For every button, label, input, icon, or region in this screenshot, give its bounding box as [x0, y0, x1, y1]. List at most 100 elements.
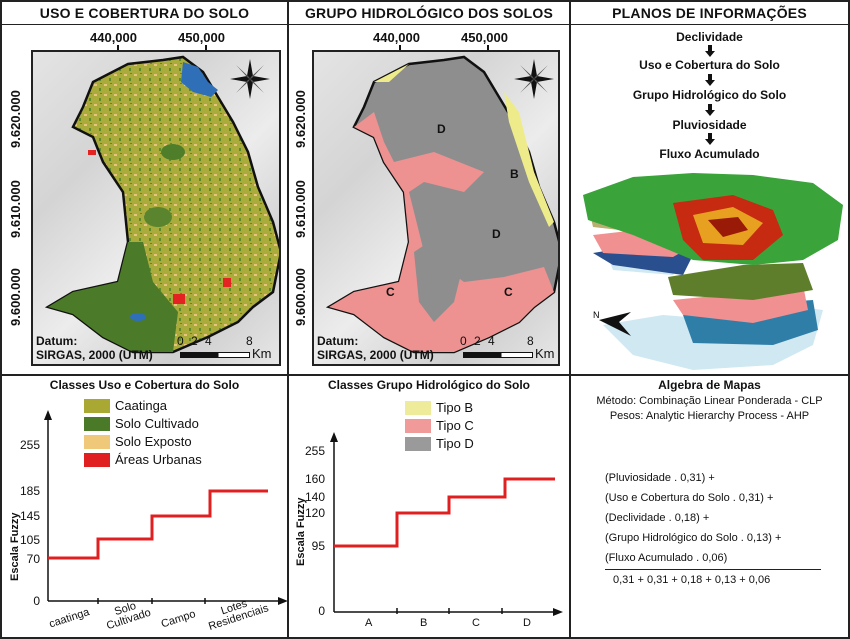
y-coord-label: 9.600.000: [8, 268, 23, 326]
compass-rose-icon: [230, 59, 270, 99]
x-tick: [117, 45, 119, 51]
x-coord-label: 450,000: [178, 30, 225, 45]
y-tick-label: 140: [304, 490, 325, 504]
x-tick-label: C: [472, 617, 480, 629]
x-tick-label: A: [365, 617, 373, 629]
formula-term: (Declividade . 0,18) +: [605, 512, 710, 524]
formula-denominator: 0,31 + 0,31 + 0,18 + 0,13 + 0,06: [613, 574, 771, 586]
legend-swatch: [84, 416, 110, 431]
y-coord-label: 9.610.000: [293, 180, 308, 238]
legend-swatch: [405, 418, 431, 433]
arrow-down-icon: [704, 133, 715, 145]
x-coord-label: 450,000: [461, 30, 508, 45]
x-tick-label: B: [420, 617, 428, 629]
legend-swatch: [405, 400, 431, 415]
y-tick-label: 255: [19, 438, 40, 452]
hydro-step-chart: [330, 432, 563, 616]
legend-swatch: [84, 434, 110, 449]
svg-text:N: N: [593, 310, 600, 320]
title-underline: [0, 24, 850, 25]
formula-term: (Fluxo Acumulado . 0,06): [605, 552, 728, 564]
flow-step-fluxo-acumulado: Fluxo Acumulado: [659, 147, 760, 161]
scale-number: 8: [527, 334, 534, 348]
y-tick-label: 0: [318, 604, 325, 618]
land-use-map: Datum: SIRGAS, 2000 (UTM) 0 2 4 8 Km: [31, 50, 281, 366]
x-tick: [487, 45, 489, 51]
datum-label: Datum:: [36, 334, 78, 348]
zone-label: D: [437, 122, 446, 136]
scale-bar: [463, 352, 533, 358]
arrow-down-icon: [704, 104, 715, 116]
legend-item-caatinga: Caatinga: [84, 398, 167, 413]
panel-title: PLANOS DE INFORMAÇÕES: [612, 5, 807, 21]
flow-step-pluviosidade: Pluviosidade: [672, 118, 747, 132]
panel-title: GRUPO HIDROLÓGICO DOS SOLOS: [304, 5, 554, 21]
arrow-down-icon: [704, 45, 715, 57]
hydro-basin-shape: [325, 55, 558, 354]
formula-term: (Grupo Hidrológico do Solo . 0,13) +: [605, 532, 782, 544]
weights-text: Pesos: Analytic Hierarchy Process - AHP: [609, 410, 810, 422]
legend-swatch: [84, 452, 110, 467]
zone-label: C: [504, 285, 513, 299]
zone-label: B: [510, 167, 519, 181]
algebra-title: Algebra de Mapas: [658, 378, 761, 392]
panel-title: USO E COBERTURA DO SOLO: [39, 5, 250, 21]
land-use-basin-shape: [44, 55, 279, 354]
datum-value: SIRGAS, 2000 (UTM): [317, 348, 434, 362]
arrow-down-icon: [704, 74, 715, 86]
zone-label: D: [492, 227, 501, 241]
fraction-bar: [605, 569, 821, 570]
info-layers-panel: PLANOS DE INFORMAÇÕES Declividade Uso e …: [571, 0, 848, 374]
hydro-map-panel: GRUPO HIDROLÓGICO DOS SOLOS 440,000 450,…: [289, 0, 569, 374]
formula-term: (Uso e Cobertura do Solo . 0,31) +: [605, 492, 774, 504]
divider-horizontal: [0, 374, 850, 376]
formula-term: (Pluviosidade . 0,31) +: [605, 472, 715, 484]
scale-number: 2: [474, 334, 481, 348]
scale-number: 8: [246, 334, 253, 348]
flow-step-uso-cobertura: Uso e Cobertura do Solo: [639, 58, 780, 72]
hydro-chart-panel: Classes Grupo Hidrológico do Solo Tipo B…: [289, 376, 569, 637]
legend-item-tipo-c: Tipo C: [405, 418, 474, 433]
y-tick-label: 95: [311, 539, 325, 553]
scale-number: 4: [205, 334, 212, 348]
x-coord-label: 440,000: [90, 30, 137, 45]
chart-title: Classes Uso e Cobertura do Solo: [49, 378, 240, 392]
north-arrow-icon: N: [593, 310, 631, 336]
legend-item-solo-exposto: Solo Exposto: [84, 434, 192, 449]
y-coord-label: 9.620.000: [293, 90, 308, 148]
scale-unit: Km: [252, 346, 272, 361]
y-tick-label: 185: [19, 484, 40, 498]
zone-label: C: [386, 285, 395, 299]
stacked-layers-illustration: [583, 173, 843, 370]
divider-vertical-1: [287, 0, 289, 639]
scale-number: 4: [488, 334, 495, 348]
y-coord-label: 9.610.000: [8, 180, 23, 238]
y-tick-label: 145: [19, 509, 40, 523]
scale-number: 2: [191, 334, 198, 348]
land-use-chart-panel: Classes Uso e Cobertura do Solo Caatinga…: [2, 376, 287, 637]
datum-value: SIRGAS, 2000 (UTM): [36, 348, 153, 362]
x-tick-label: D: [523, 617, 531, 629]
land-use-map-panel: USO E COBERTURA DO SOLO 440,000 450,000 …: [2, 0, 287, 374]
y-coord-label: 9.600.000: [293, 268, 308, 326]
y-tick-label: 160: [304, 472, 325, 486]
y-tick-label: 255: [304, 444, 325, 458]
x-tick: [399, 45, 401, 51]
scale-number: 0: [460, 334, 467, 348]
y-tick-label: 70: [26, 552, 40, 566]
method-text: Método: Combinação Linear Ponderada - CL…: [596, 395, 823, 407]
divider-vertical-2: [569, 0, 571, 639]
y-tick-label: 120: [304, 506, 325, 520]
datum-label: Datum:: [317, 334, 359, 348]
scale-bar: [180, 352, 250, 358]
map-algebra-panel: Algebra de Mapas Método: Combinação Line…: [571, 376, 848, 637]
legend-swatch: [405, 436, 431, 451]
legend-item-tipo-b: Tipo B: [405, 400, 473, 415]
legend-item-solo-cultivado: Solo Cultivado: [84, 416, 199, 431]
flow-step-grupo-hidrologico: Grupo Hidrológico do Solo: [632, 88, 787, 102]
y-coord-label: 9.620.000: [8, 90, 23, 148]
chart-title: Classes Grupo Hidrológico do Solo: [327, 378, 531, 392]
flow-step-declividade: Declividade: [676, 30, 743, 44]
legend-item-tipo-d: Tipo D: [405, 436, 474, 451]
